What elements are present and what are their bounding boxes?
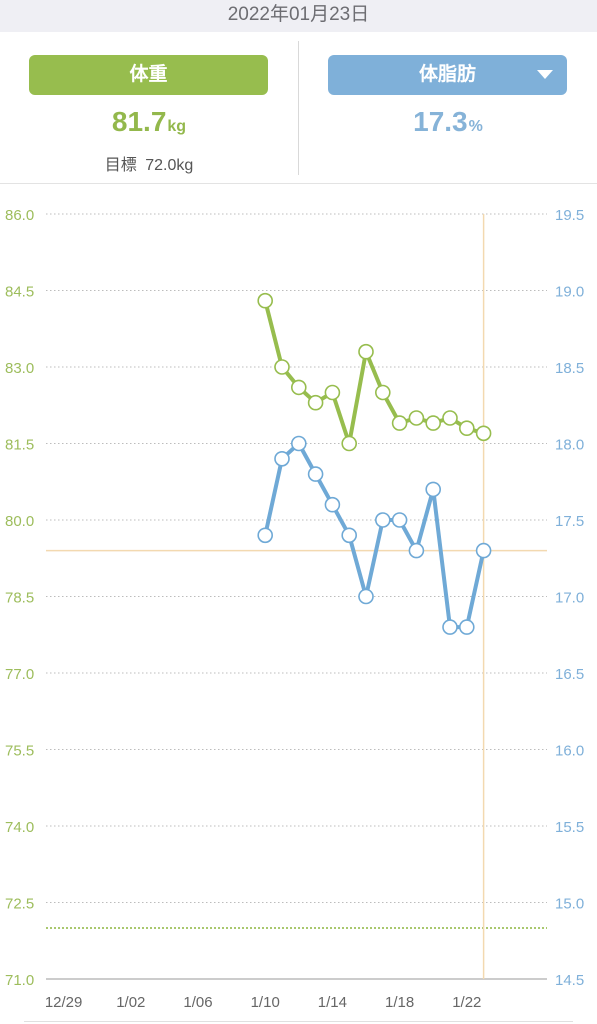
target-label: 目標: [104, 157, 137, 174]
weight-value: 81.7kg: [0, 106, 298, 138]
y-left-tick-label: 78.5: [5, 590, 34, 607]
weight-data-point: [374, 384, 391, 401]
fat-number: 17.3: [413, 106, 468, 137]
weight-data-point: [358, 343, 374, 360]
x-tick-label: 1/06: [183, 994, 212, 1011]
header-separator: [0, 183, 597, 184]
fat-panel: 体脂肪 17.3%: [299, 32, 597, 184]
weight-data-point: [257, 292, 274, 309]
fat-data-point: [425, 481, 442, 498]
fat-unit: %: [468, 118, 483, 135]
fat-data-point: [458, 619, 475, 635]
y-left-tick-label: 81.5: [5, 437, 34, 454]
caret-down-icon: [537, 70, 553, 79]
y-right-tick-label: 18.0: [555, 437, 584, 454]
fat-data-point: [257, 527, 274, 544]
y-right-tick-label: 17.5: [555, 513, 584, 530]
weight-data-point: [391, 415, 408, 431]
y-right-tick-label: 18.5: [555, 360, 584, 377]
y-right-tick-label: 17.0: [555, 590, 584, 607]
weight-data-point: [307, 394, 324, 411]
fat-data-point: [324, 496, 341, 513]
y-left-tick-label: 83.0: [5, 360, 34, 377]
weight-tab-button[interactable]: 体重: [29, 55, 268, 95]
bottom-separator: [24, 1021, 573, 1022]
y-right-tick-label: 15.5: [555, 819, 584, 836]
weight-data-point: [324, 384, 341, 401]
weight-data-point: [442, 410, 458, 426]
fat-dropdown-button[interactable]: 体脂肪: [328, 55, 567, 95]
y-right-tick-label: 15.0: [555, 896, 584, 913]
fat-value: 17.3%: [299, 106, 597, 138]
fat-data-point: [358, 588, 374, 605]
weight-data-point: [475, 425, 492, 442]
fat-data-point: [442, 619, 458, 635]
weight-data-point: [425, 415, 442, 431]
fat-data-point: [391, 512, 408, 528]
x-tick-label: 1/14: [318, 994, 347, 1011]
y-left-tick-label: 80.0: [5, 513, 34, 530]
y-right-tick-label: 16.0: [555, 743, 584, 760]
fat-data-point: [274, 450, 290, 467]
fat-data-point: [408, 542, 425, 559]
y-right-tick-label: 14.5: [555, 972, 584, 989]
x-tick-label: 1/02: [116, 994, 145, 1011]
target-value: 72.0kg: [145, 157, 194, 174]
x-tick-label: 1/22: [452, 994, 481, 1011]
weight-data-point: [408, 410, 425, 426]
weight-data-point: [458, 420, 475, 436]
fat-data-point: [290, 435, 307, 452]
y-left-tick-label: 77.0: [5, 666, 34, 683]
fat-data-point: [475, 542, 492, 559]
weight-data-point: [290, 379, 307, 396]
weight-data-point: [341, 435, 358, 452]
y-left-tick-label: 75.5: [5, 743, 34, 760]
fat-tab-label: 体脂肪: [418, 64, 476, 85]
weight-data-point: [274, 359, 290, 375]
x-tick-label: 1/18: [385, 994, 414, 1011]
fat-series-line: [263, 441, 486, 630]
y-left-tick-label: 84.5: [5, 284, 34, 301]
y-left-tick-label: 72.5: [5, 896, 34, 913]
fat-data-point: [341, 527, 358, 544]
y-left-tick-label: 86.0: [5, 207, 34, 224]
weight-unit: kg: [167, 118, 187, 135]
x-tick-label: 12/29: [45, 994, 83, 1011]
fat-data-point: [307, 466, 324, 482]
y-left-tick-label: 74.0: [5, 819, 34, 836]
weight-target: 目標 72.0kg: [0, 151, 298, 175]
fat-data-point: [374, 512, 391, 528]
date-header: 2022年01月23日: [0, 0, 597, 32]
y-right-tick-label: 19.5: [555, 207, 584, 224]
weight-number: 81.7: [111, 106, 167, 137]
y-right-tick-label: 16.5: [555, 666, 584, 683]
x-tick-label: 1/10: [251, 994, 280, 1011]
y-left-tick-label: 71.0: [5, 972, 34, 989]
panel-divider: [298, 41, 299, 175]
y-right-tick-label: 19.0: [555, 284, 584, 301]
weight-panel: 体重 81.7kg 目標 72.0kg: [0, 32, 298, 184]
weight-fat-chart[interactable]: 86.0 19.5 84.5 19.0 83.0 18.5 81.5 18.0 80.0 17.5…: [0, 184, 597, 1020]
